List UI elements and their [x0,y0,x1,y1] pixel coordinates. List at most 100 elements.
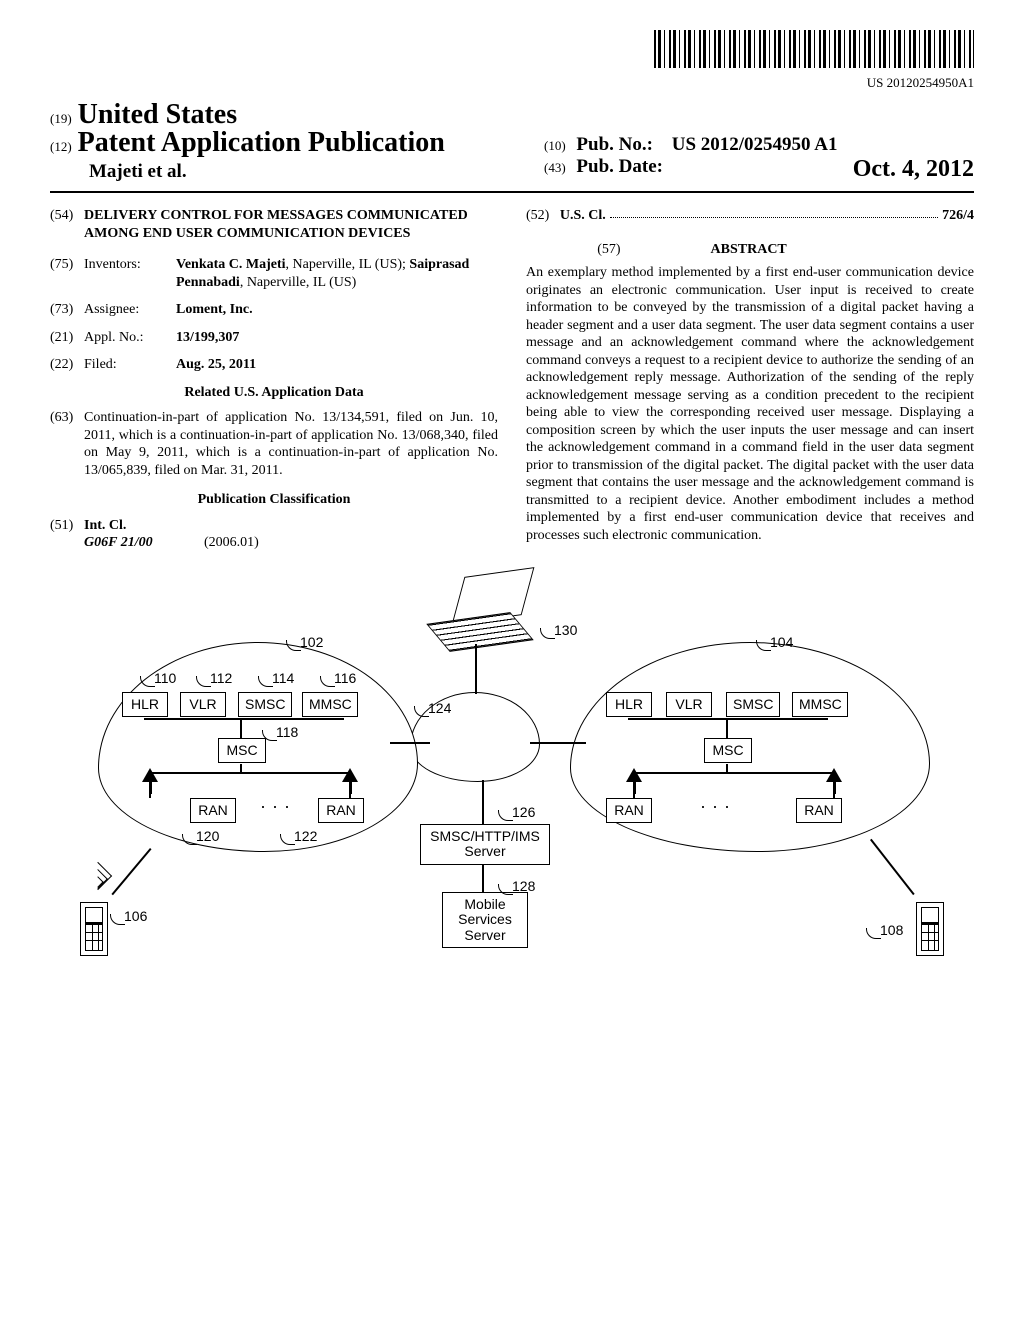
field-21-code: (21) [50,329,84,347]
ref-124: 124 [428,700,451,716]
pub-classification-heading: Publication Classification [50,491,498,509]
phone-106-icon [80,902,108,956]
ref-128: 128 [512,878,535,894]
pub-date-value: Oct. 4, 2012 [853,156,974,183]
line-row2-right [634,772,834,774]
ref-120: 120 [196,828,219,844]
uscl-label: U.S. Cl. [560,208,606,223]
publication-type: Patent Application Publication [78,127,445,159]
ref-114: 114 [272,670,294,686]
ref-110: 110 [154,670,176,686]
field-51-code: (51) [50,517,84,552]
ref-126: 126 [512,804,535,820]
antenna-left-1 [142,768,158,782]
ref-104: 104 [770,634,793,650]
ref-122: 122 [294,828,317,844]
barcode-graphic [654,30,974,68]
barcode-region: US 20120254950A1 [50,30,974,91]
line-left-to-center [390,742,430,744]
ellipsis-left: ··· [260,796,296,817]
signal-left-icon [88,864,108,894]
field-75-code: (75) [50,256,84,291]
abstract-text: An exemplary method implemented by a fir… [526,264,974,544]
ref-112: 112 [210,670,232,686]
ellipsis-right: ··· [700,796,736,817]
box-vlr-right: VLR [666,692,712,717]
invention-title: DELIVERY CONTROL FOR MESSAGES COMMUNICAT… [84,207,498,242]
header-rule [50,191,974,193]
box-mobile-services-server: Mobile Services Server [442,892,528,948]
field-22-code: (22) [50,356,84,374]
ref-108: 108 [880,922,903,938]
pub-no-label: Pub. No.: [576,134,653,155]
field-12-code: (12) [50,139,72,155]
authors-line: Majeti et al. [89,161,544,183]
ref-102: 102 [300,634,323,650]
pub-date-label: Pub. Date: [576,156,663,177]
ref-116: 116 [334,670,356,686]
inventors-value: Venkata C. Majeti, Naperville, IL (US); … [176,256,498,291]
field-54-code: (54) [50,207,84,242]
box-smsc-left: SMSC [238,692,292,717]
ref-118: 118 [276,724,298,740]
line-to-msc-right [726,718,728,738]
box-hlr-right: HLR [606,692,652,717]
continuation-text: Continuation-in-part of application No. … [84,409,498,479]
applno-value: 13/199,307 [176,329,498,347]
uscl-value: 726/4 [942,207,974,225]
line-laptop-cloud [475,644,477,694]
intcl-label: Int. Cl. [84,517,498,535]
box-msc-right: MSC [704,738,752,763]
box-smsc-right: SMSC [726,692,780,717]
box-mmsc-right: MMSC [792,692,848,717]
related-data-heading: Related U.S. Application Data [50,384,498,402]
box-hlr-left: HLR [122,692,168,717]
uscl-leader-dots [610,207,938,218]
phone-108-icon [916,902,944,956]
box-vlr-left: VLR [180,692,226,717]
filed-value: Aug. 25, 2011 [176,356,498,374]
filed-label: Filed: [84,356,176,374]
header-block: (19) United States (12) Patent Applicati… [50,99,974,183]
field-73-code: (73) [50,301,84,319]
network-diagram: 130 124 102 104 HLR VLR SMSC MMSC 110 11… [50,572,974,1002]
antenna-right-2 [826,768,842,782]
line-row2-left [150,772,350,774]
line-msc-down-left [240,764,242,772]
ref-106: 106 [124,908,147,924]
bibliographic-columns: (54) DELIVERY CONTROL FOR MESSAGES COMMU… [50,207,974,552]
intcl-class: G06F 21/00 [84,534,204,552]
ref-130: 130 [554,622,577,638]
antenna-left-2 [342,768,358,782]
pub-no-value: US 2012/0254950 A1 [672,134,838,155]
box-msc-left: MSC [218,738,266,763]
assignee-label: Assignee: [84,301,176,319]
field-10-code: (10) [544,138,566,153]
barcode-text: US 20120254950A1 [50,75,974,91]
antenna-right-1 [626,768,642,782]
patent-page: US 20120254950A1 (19) United States (12)… [0,0,1024,1022]
line-row1-right [628,718,828,720]
box-smsc-http-ims-server: SMSC/HTTP/IMS Server [420,824,550,865]
line-right-to-center [530,742,586,744]
line-msc-down-right [726,764,728,772]
inventors-label: Inventors: [84,256,176,291]
assignee-value: Loment, Inc. [176,301,498,319]
field-63-code: (63) [50,409,84,479]
intcl-year: (2006.01) [204,534,259,552]
field-43-code: (43) [544,160,566,175]
field-57-code: (57) [597,241,620,259]
laptop-icon [430,572,540,652]
box-ran-left-1: RAN [190,798,236,823]
line-server1-to-server2 [482,864,484,892]
box-ran-right-1: RAN [606,798,652,823]
field-52-code: (52) [526,208,549,223]
box-ran-right-2: RAN [796,798,842,823]
line-cloud-to-phone-left [111,848,151,895]
right-column: (52) U.S. Cl. 726/4 (57) ABSTRACT An exe… [526,207,974,552]
line-to-msc-left [240,718,242,738]
box-mmsc-left: MMSC [302,692,358,717]
left-column: (54) DELIVERY CONTROL FOR MESSAGES COMMU… [50,207,498,552]
box-ran-left-2: RAN [318,798,364,823]
line-row1-left [144,718,344,720]
